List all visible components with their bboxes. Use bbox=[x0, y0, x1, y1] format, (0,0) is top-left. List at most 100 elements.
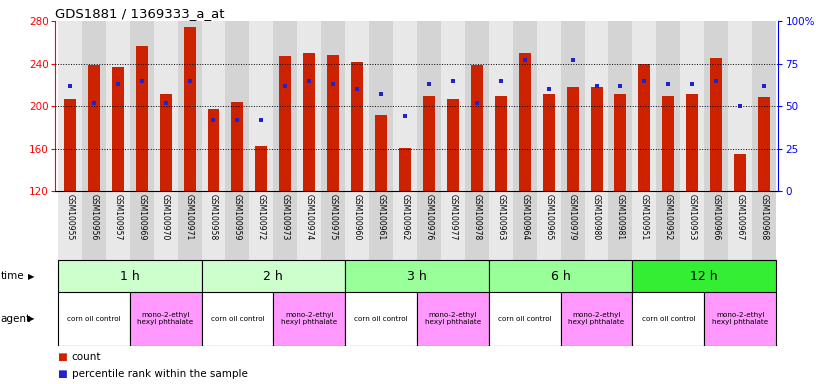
Text: agent: agent bbox=[1, 314, 31, 324]
Bar bbox=[255, 146, 268, 191]
Text: ▶: ▶ bbox=[28, 314, 34, 323]
Bar bbox=[489, 260, 632, 292]
Text: ■: ■ bbox=[57, 369, 67, 379]
Bar bbox=[519, 53, 530, 191]
Text: GSM100959: GSM100959 bbox=[233, 194, 242, 240]
Bar bbox=[297, 191, 322, 260]
Bar bbox=[184, 28, 196, 191]
Bar bbox=[489, 292, 561, 346]
Bar bbox=[609, 21, 632, 191]
Bar bbox=[130, 292, 202, 346]
Bar bbox=[393, 21, 417, 191]
Text: corn oil control: corn oil control bbox=[354, 316, 408, 322]
Bar bbox=[489, 21, 512, 191]
Bar bbox=[752, 191, 776, 260]
Bar bbox=[543, 94, 555, 191]
Bar bbox=[465, 21, 489, 191]
Bar bbox=[686, 94, 698, 191]
Bar bbox=[250, 21, 273, 191]
Bar bbox=[710, 58, 722, 191]
Bar bbox=[202, 21, 225, 191]
Bar bbox=[417, 292, 489, 346]
Bar bbox=[82, 191, 106, 260]
Bar bbox=[369, 21, 393, 191]
Text: GSM100980: GSM100980 bbox=[592, 194, 601, 240]
Bar bbox=[704, 21, 728, 191]
Bar bbox=[584, 191, 609, 260]
Bar bbox=[345, 292, 417, 346]
Bar bbox=[207, 109, 220, 191]
Bar bbox=[447, 99, 459, 191]
Bar bbox=[465, 191, 489, 260]
Bar bbox=[417, 191, 441, 260]
Bar bbox=[728, 191, 752, 260]
Text: GSM100960: GSM100960 bbox=[353, 194, 361, 240]
Bar bbox=[632, 191, 656, 260]
Bar bbox=[609, 191, 632, 260]
Bar bbox=[130, 191, 153, 260]
Text: mono-2-ethyl
hexyl phthalate: mono-2-ethyl hexyl phthalate bbox=[137, 312, 193, 325]
Bar bbox=[728, 21, 752, 191]
Bar bbox=[106, 21, 130, 191]
Text: GSM100977: GSM100977 bbox=[448, 194, 458, 240]
Bar bbox=[734, 154, 746, 191]
Bar bbox=[537, 191, 561, 260]
Bar bbox=[632, 21, 656, 191]
Text: 12 h: 12 h bbox=[690, 270, 718, 283]
Bar bbox=[351, 61, 363, 191]
Bar bbox=[758, 97, 770, 191]
Text: GSM100957: GSM100957 bbox=[113, 194, 122, 240]
Bar bbox=[614, 94, 627, 191]
Bar bbox=[225, 191, 250, 260]
Text: GSM100952: GSM100952 bbox=[664, 194, 673, 240]
Bar bbox=[512, 21, 537, 191]
Text: GSM100973: GSM100973 bbox=[281, 194, 290, 240]
Bar bbox=[58, 292, 130, 346]
Bar bbox=[584, 21, 609, 191]
Bar bbox=[489, 191, 512, 260]
Bar bbox=[58, 260, 202, 292]
Text: mono-2-ethyl
hexyl phthalate: mono-2-ethyl hexyl phthalate bbox=[425, 312, 481, 325]
Text: GSM100951: GSM100951 bbox=[640, 194, 649, 240]
Bar bbox=[561, 191, 584, 260]
Bar bbox=[345, 191, 369, 260]
Text: GSM100968: GSM100968 bbox=[760, 194, 769, 240]
Bar bbox=[202, 260, 345, 292]
Bar bbox=[752, 21, 776, 191]
Bar bbox=[441, 21, 465, 191]
Text: count: count bbox=[72, 352, 101, 362]
Text: corn oil control: corn oil control bbox=[211, 316, 264, 322]
Bar bbox=[225, 21, 250, 191]
Bar bbox=[512, 191, 537, 260]
Text: GSM100978: GSM100978 bbox=[472, 194, 481, 240]
Bar bbox=[638, 64, 650, 191]
Bar bbox=[656, 191, 681, 260]
Text: 6 h: 6 h bbox=[551, 270, 570, 283]
Text: GSM100971: GSM100971 bbox=[185, 194, 194, 240]
Text: mono-2-ethyl
hexyl phthalate: mono-2-ethyl hexyl phthalate bbox=[712, 312, 769, 325]
Bar bbox=[417, 21, 441, 191]
Bar bbox=[153, 21, 178, 191]
Bar bbox=[704, 191, 728, 260]
Bar bbox=[88, 65, 100, 191]
Bar bbox=[537, 21, 561, 191]
Text: GSM100976: GSM100976 bbox=[424, 194, 433, 240]
Text: GSM100956: GSM100956 bbox=[89, 194, 98, 240]
Bar bbox=[178, 21, 202, 191]
Bar bbox=[345, 21, 369, 191]
Bar bbox=[327, 55, 339, 191]
Bar bbox=[279, 56, 291, 191]
Bar bbox=[58, 21, 82, 191]
Text: GSM100955: GSM100955 bbox=[65, 194, 74, 240]
Text: GSM100975: GSM100975 bbox=[329, 194, 338, 240]
Bar bbox=[393, 191, 417, 260]
Bar bbox=[345, 260, 489, 292]
Bar bbox=[441, 191, 465, 260]
Bar bbox=[153, 191, 178, 260]
Text: ▶: ▶ bbox=[28, 271, 34, 281]
Text: GSM100966: GSM100966 bbox=[712, 194, 721, 240]
Bar bbox=[273, 21, 297, 191]
Bar bbox=[656, 21, 681, 191]
Bar bbox=[202, 292, 273, 346]
Bar bbox=[399, 147, 411, 191]
